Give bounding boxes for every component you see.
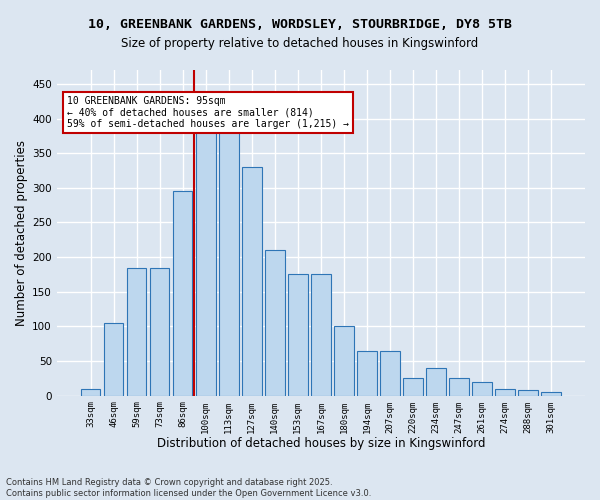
Bar — [196, 126, 215, 396]
X-axis label: Distribution of detached houses by size in Kingswinford: Distribution of detached houses by size … — [157, 437, 485, 450]
Bar — [104, 323, 124, 396]
Text: 10, GREENBANK GARDENS, WORDSLEY, STOURBRIDGE, DY8 5TB: 10, GREENBANK GARDENS, WORDSLEY, STOURBR… — [88, 18, 512, 30]
Bar — [518, 390, 538, 396]
Y-axis label: Number of detached properties: Number of detached properties — [15, 140, 28, 326]
Bar — [150, 268, 169, 396]
Bar — [472, 382, 492, 396]
Bar — [357, 350, 377, 396]
Bar — [173, 192, 193, 396]
Bar — [127, 268, 146, 396]
Bar — [426, 368, 446, 396]
Bar — [541, 392, 561, 396]
Bar — [496, 389, 515, 396]
Text: Size of property relative to detached houses in Kingswinford: Size of property relative to detached ho… — [121, 38, 479, 51]
Bar — [334, 326, 354, 396]
Bar — [288, 274, 308, 396]
Bar — [219, 126, 239, 396]
Bar — [81, 389, 100, 396]
Text: 10 GREENBANK GARDENS: 95sqm
← 40% of detached houses are smaller (814)
59% of se: 10 GREENBANK GARDENS: 95sqm ← 40% of det… — [67, 96, 349, 130]
Bar — [242, 167, 262, 396]
Bar — [449, 378, 469, 396]
Bar — [311, 274, 331, 396]
Bar — [403, 378, 423, 396]
Text: Contains HM Land Registry data © Crown copyright and database right 2025.
Contai: Contains HM Land Registry data © Crown c… — [6, 478, 371, 498]
Bar — [380, 350, 400, 396]
Bar — [265, 250, 284, 396]
